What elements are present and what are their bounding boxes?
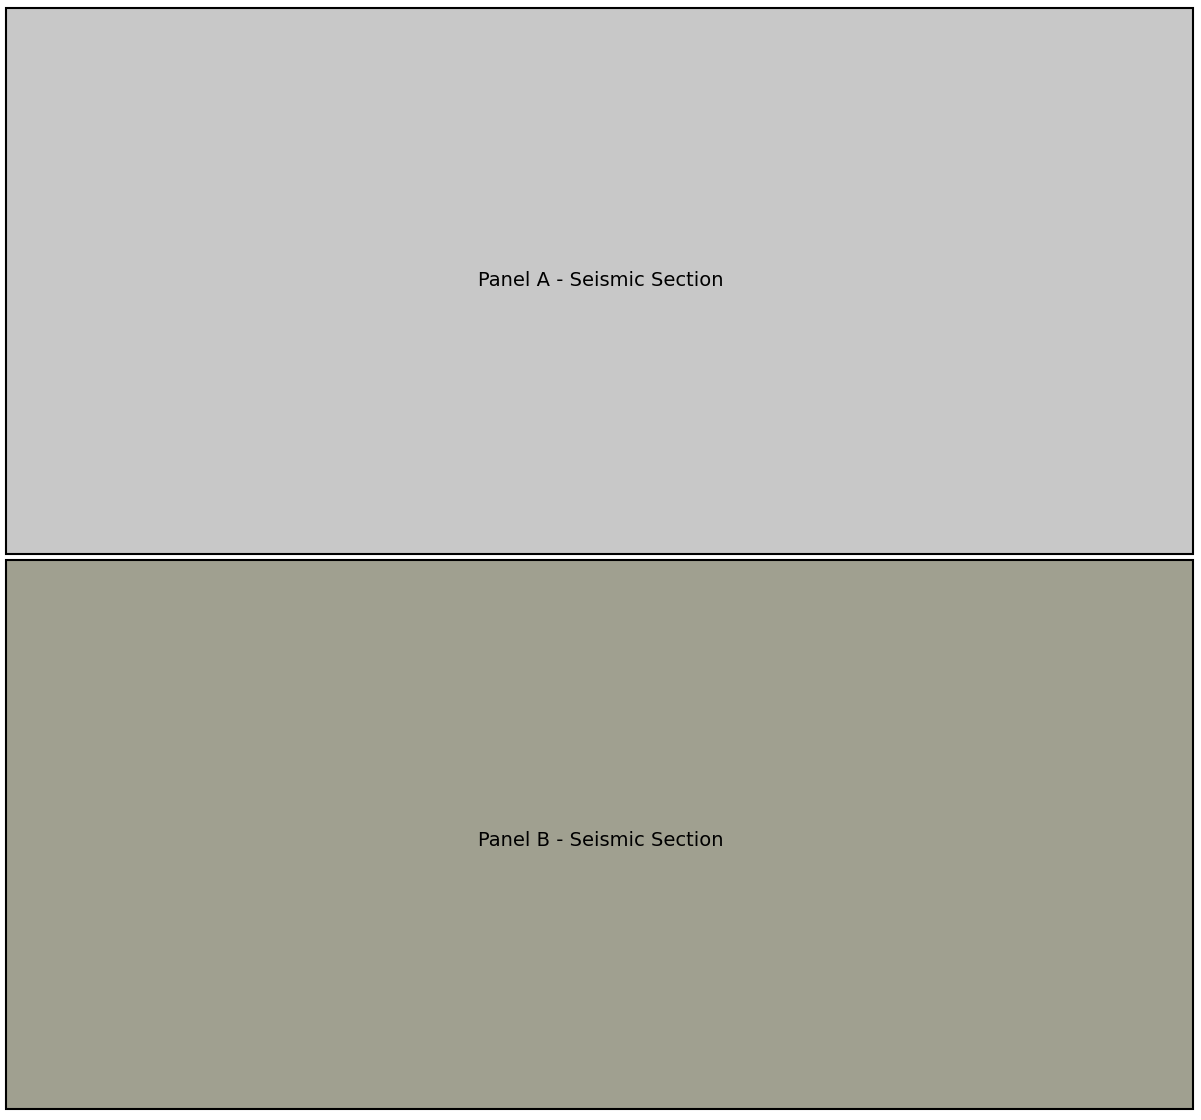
Text: Panel A - Seismic Section: Panel A - Seismic Section [478,271,723,289]
Text: Panel B - Seismic Section: Panel B - Seismic Section [478,831,723,849]
FancyBboxPatch shape [6,560,1193,1109]
FancyBboxPatch shape [6,8,1193,554]
